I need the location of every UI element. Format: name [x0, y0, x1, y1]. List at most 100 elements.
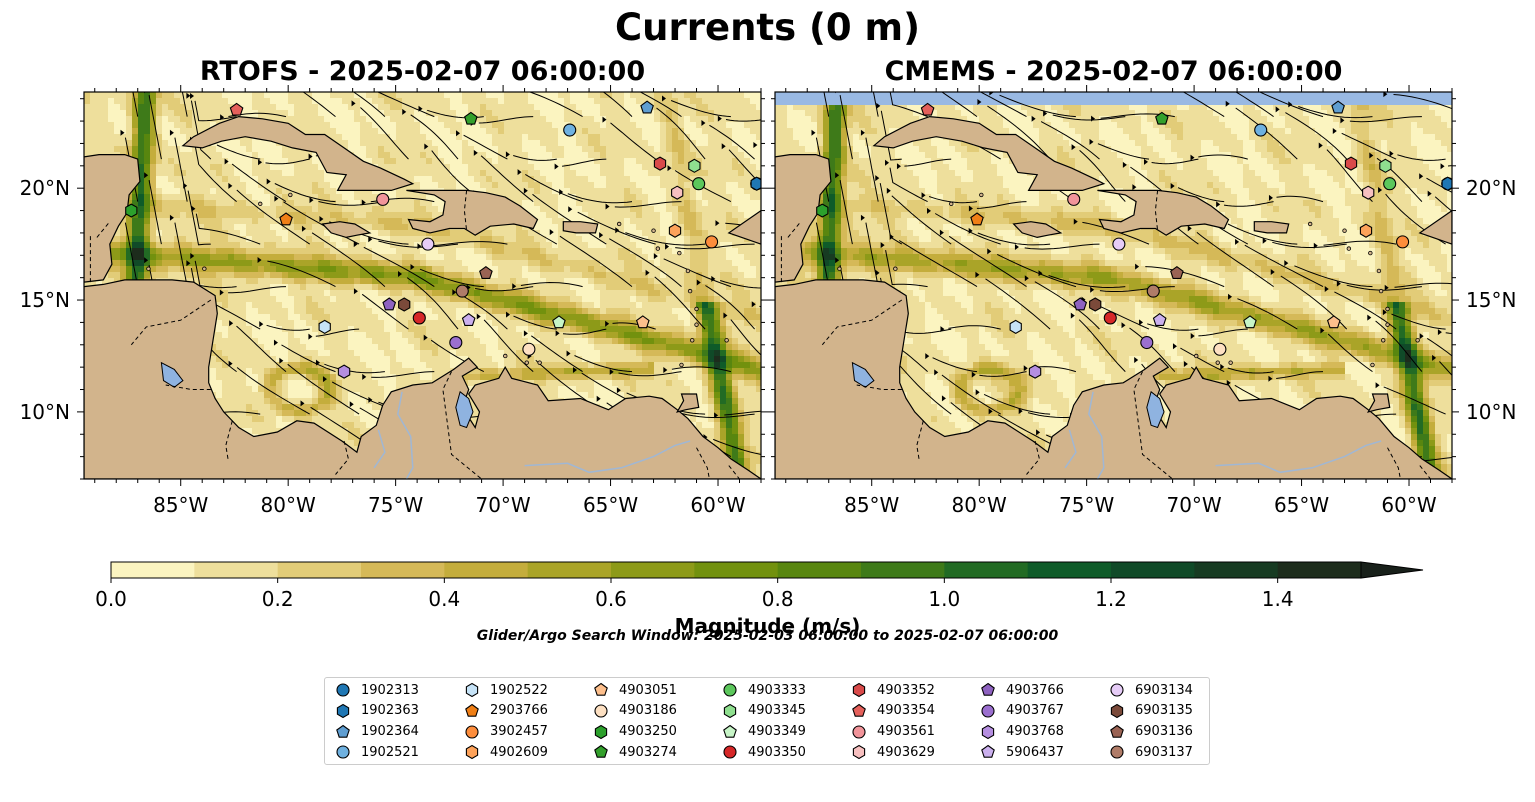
colorbar-segment: [444, 562, 529, 578]
streamline-arrow: [1220, 363, 1225, 370]
legend-label: 6903134: [1135, 682, 1193, 698]
streamline: [559, 235, 633, 287]
streamline: [1198, 154, 1248, 160]
streamline-arrow: [279, 357, 284, 364]
streamline-arrow: [219, 289, 224, 296]
colorbar-segment: [861, 562, 945, 578]
colorbar-segment: [944, 562, 1029, 578]
legend-marker: [852, 745, 866, 760]
small-island: [616, 221, 622, 227]
streamline-arrow: [308, 153, 313, 160]
streamline-arrow: [361, 83, 365, 89]
streamline: [705, 285, 755, 330]
streamline-arrow: [353, 288, 358, 295]
streamline: [709, 124, 755, 160]
streamline: [567, 193, 633, 204]
lake: [160, 361, 184, 388]
pentagon-marker-icon: [594, 682, 608, 696]
small-island: [1368, 250, 1373, 256]
streamline: [725, 119, 761, 122]
float-marker-6903134: [1112, 237, 1126, 251]
streamline: [311, 232, 386, 287]
streamline: [1198, 328, 1248, 337]
streamline-arrow: [228, 182, 233, 189]
country-border: [787, 221, 802, 238]
streamline: [670, 100, 731, 118]
streamline: [815, 222, 830, 287]
streamline-arrow: [274, 195, 279, 202]
streamline-arrow: [971, 371, 976, 378]
colorbar-tick-label: 1.0: [928, 587, 960, 611]
streamline-arrow: [975, 271, 980, 278]
legend-marker: [852, 703, 866, 717]
streamline: [979, 92, 1027, 118]
legend-marker: [594, 682, 608, 696]
legend-marker: [465, 682, 479, 698]
streamline-arrow: [596, 395, 601, 402]
streamline-arrow: [989, 92, 994, 96]
streamline: [267, 260, 336, 288]
streamline: [895, 360, 952, 415]
streamline: [1434, 196, 1452, 212]
streamline-arrow: [423, 334, 428, 341]
legend-label: 1902522: [490, 682, 548, 698]
streamline-arrow: [721, 143, 726, 150]
float-marker-4903766: [1073, 297, 1088, 311]
streamline-arrow: [860, 129, 865, 136]
streamline-arrow: [1432, 354, 1437, 361]
streamline-arrow: [1031, 115, 1036, 122]
streamline-arrow: [517, 169, 522, 176]
streamline: [1244, 244, 1324, 288]
legend-marker: [723, 703, 737, 718]
float-marker-4903768: [1028, 364, 1042, 379]
legend-entry: 4902609: [464, 742, 548, 762]
streamline-arrow: [811, 129, 816, 136]
small-island: [837, 266, 842, 271]
small-island: [202, 266, 207, 271]
streamline: [904, 158, 952, 167]
small-island: [949, 201, 954, 207]
float-marker-4903333: [692, 177, 706, 191]
streamline: [1276, 195, 1324, 203]
x-tick-label: 80°W: [952, 493, 1007, 517]
legend-label: 1902364: [361, 724, 419, 740]
small-island: [1415, 338, 1420, 343]
float-marker-6903135: [398, 297, 411, 312]
float-marker-4903767: [449, 335, 463, 350]
streamline: [1394, 282, 1452, 288]
streamline-arrow: [552, 56, 556, 62]
streamline-arrow: [1018, 408, 1023, 415]
streamline-arrow: [452, 289, 457, 296]
land-polygon: [562, 221, 599, 234]
streamline-arrow: [968, 227, 973, 234]
streamline: [1323, 240, 1397, 246]
streamline-arrow: [835, 257, 840, 264]
float-marker-4903766: [382, 297, 397, 311]
streamline: [983, 393, 1051, 415]
streamline: [194, 100, 237, 122]
float-marker-4903250: [816, 203, 829, 218]
map-frame: [83, 91, 762, 480]
streamline-arrow: [368, 236, 373, 243]
legend-label: 4903333: [748, 682, 806, 698]
land-polygon: [727, 209, 761, 245]
legend-entry: 2903766: [464, 701, 548, 721]
streamline: [363, 246, 435, 288]
float-marker-2903766: [279, 212, 293, 226]
x-tick-label: 80°W: [261, 493, 316, 517]
streamline: [671, 366, 732, 373]
small-island: [685, 268, 691, 274]
streamline-arrow: [880, 242, 885, 249]
streamline: [1237, 298, 1298, 330]
streamline: [574, 355, 633, 373]
legend-marker: [852, 682, 866, 698]
legend-entry: 4903051: [593, 680, 677, 700]
legend-marker: [594, 704, 608, 718]
colorbar-segment: [277, 562, 362, 578]
streamline-arrow: [559, 188, 564, 195]
streamline: [174, 222, 188, 287]
country-border: [1026, 440, 1040, 475]
float-marker-6903137: [1146, 284, 1160, 298]
streamline-arrow: [523, 187, 528, 194]
float-marker-1902522: [1009, 319, 1022, 335]
